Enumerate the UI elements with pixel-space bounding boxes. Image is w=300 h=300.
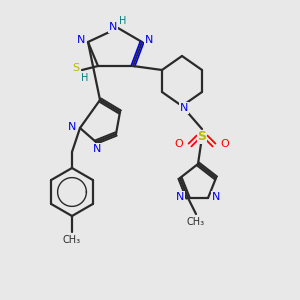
Text: N: N [109, 22, 117, 32]
Text: N: N [212, 192, 220, 202]
Text: N: N [77, 35, 85, 45]
Text: S: S [72, 63, 80, 73]
Text: CH₃: CH₃ [187, 217, 205, 227]
Text: O: O [220, 139, 230, 149]
Text: H: H [81, 73, 89, 83]
Text: N: N [145, 35, 153, 45]
Text: S: S [197, 130, 206, 143]
Text: N: N [93, 144, 101, 154]
Text: N: N [68, 122, 76, 132]
Text: H: H [119, 16, 127, 26]
Text: CH₃: CH₃ [63, 235, 81, 245]
Text: O: O [175, 139, 183, 149]
Text: N: N [176, 192, 184, 202]
Text: N: N [180, 103, 188, 113]
